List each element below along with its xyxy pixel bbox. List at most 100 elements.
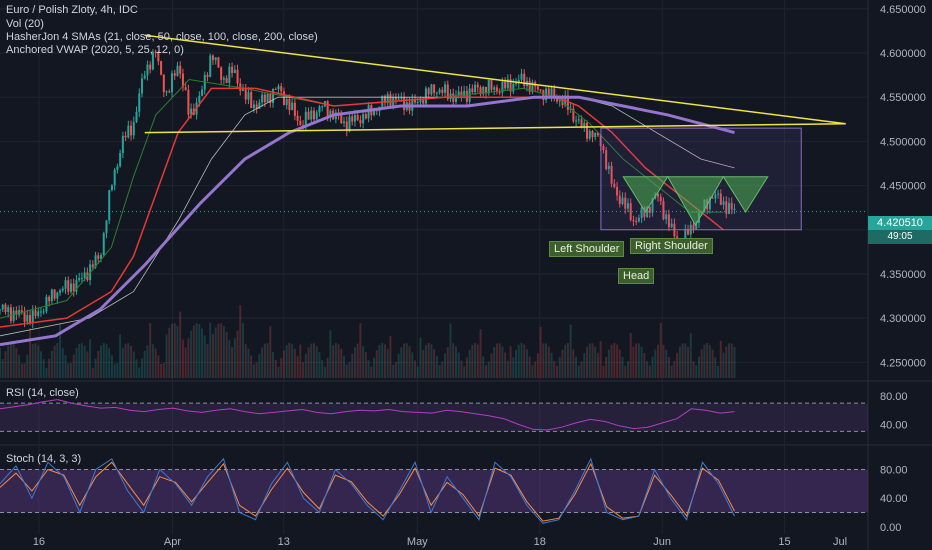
volume-bar bbox=[708, 344, 711, 378]
stoch-tick-label: 40.00 bbox=[880, 493, 908, 505]
candle-body bbox=[714, 194, 717, 199]
candle-body bbox=[100, 255, 103, 259]
volume-bar bbox=[383, 344, 386, 378]
drawing-tools[interactable] bbox=[0, 34, 868, 231]
candle-body bbox=[184, 87, 187, 90]
volume-bar bbox=[53, 345, 56, 378]
volume-bar bbox=[673, 360, 676, 378]
time-tick-label: May bbox=[407, 536, 428, 548]
candle-body bbox=[359, 120, 362, 124]
candle-body bbox=[214, 57, 217, 61]
candle-body bbox=[547, 88, 550, 97]
volume-bar bbox=[411, 352, 414, 378]
volume-bar bbox=[561, 349, 564, 378]
volume-bar bbox=[345, 364, 348, 378]
volume-bar bbox=[233, 338, 236, 378]
volume-bar bbox=[157, 355, 160, 378]
volume-bar bbox=[34, 343, 37, 378]
candle-body bbox=[108, 190, 111, 221]
candle-body bbox=[228, 66, 231, 83]
candle-body bbox=[692, 224, 695, 230]
volume-bar bbox=[9, 343, 12, 378]
volume-bar bbox=[252, 364, 255, 378]
volume-bar bbox=[651, 356, 654, 378]
candle-body bbox=[351, 116, 354, 122]
volume-bar bbox=[531, 365, 534, 378]
volume-bar bbox=[504, 352, 507, 378]
candle-body bbox=[162, 74, 165, 92]
volume-bar bbox=[69, 363, 72, 378]
candle-body bbox=[482, 86, 485, 95]
legend-vwap[interactable]: Anchored VWAP (2020, 5, 25, 12, 0) bbox=[6, 44, 184, 56]
volume-bar bbox=[190, 330, 193, 378]
candle-body bbox=[588, 130, 591, 139]
candle-body bbox=[580, 119, 583, 127]
volume-bar bbox=[348, 362, 351, 378]
sma-100-line bbox=[0, 96, 735, 337]
time-tick-label: Jun bbox=[653, 536, 671, 548]
price-axis[interactable]: 4.650000 4.600000 4.550000 4.500000 4.450000… bbox=[880, 4, 926, 534]
candle-body bbox=[315, 112, 318, 120]
volume-bar bbox=[151, 344, 154, 378]
volume-bar bbox=[184, 347, 187, 378]
volume-bar bbox=[635, 343, 638, 378]
candle-body bbox=[621, 197, 624, 204]
volume-bar bbox=[728, 343, 731, 378]
rsi-pane-label[interactable]: RSI (14, close) bbox=[6, 387, 79, 399]
candle-body bbox=[252, 104, 255, 109]
candle-body bbox=[566, 95, 569, 110]
candle-body bbox=[231, 66, 234, 74]
candle-body bbox=[539, 89, 542, 91]
volume-bar bbox=[0, 348, 1, 378]
volume-bar bbox=[602, 365, 605, 378]
volume-bar bbox=[637, 343, 640, 378]
candle-body bbox=[274, 88, 277, 90]
volume-bar bbox=[512, 357, 515, 378]
volume-bar bbox=[80, 343, 83, 378]
volume-bar bbox=[717, 366, 720, 378]
candle-body bbox=[476, 84, 479, 88]
legend-smas[interactable]: HasherJon 4 SMAs (21, close, 50, close, … bbox=[6, 31, 318, 43]
volume-bar bbox=[542, 343, 545, 378]
candle-body bbox=[610, 165, 613, 184]
price-tick-label: 4.500000 bbox=[880, 136, 926, 148]
volume-bar bbox=[558, 357, 561, 378]
candle-body bbox=[50, 289, 53, 302]
left-shoulder-label[interactable]: Left Shoulder bbox=[549, 241, 625, 257]
volume-bar bbox=[629, 332, 632, 378]
volume-bar bbox=[687, 346, 690, 378]
stoch-tick-label: 0.00 bbox=[880, 522, 901, 534]
volume-bar bbox=[700, 349, 703, 378]
volume-bar bbox=[329, 330, 332, 378]
candle-body bbox=[329, 110, 332, 117]
candle-body bbox=[318, 106, 321, 113]
volume-bar bbox=[7, 345, 10, 378]
legend-volume[interactable]: Vol (20) bbox=[6, 18, 44, 30]
volume-bar bbox=[23, 363, 26, 378]
time-axis[interactable]: 16 Apr 13 May 18 Jun 15 Jul bbox=[33, 536, 847, 548]
candle-body bbox=[626, 203, 629, 209]
candle-body bbox=[618, 195, 621, 204]
candle-body bbox=[463, 90, 466, 97]
candle-body bbox=[146, 64, 149, 76]
candle-body bbox=[255, 104, 258, 109]
volume-bar bbox=[392, 364, 395, 378]
volume-bar bbox=[176, 325, 179, 378]
volume-bar bbox=[1, 358, 4, 378]
volume-bar bbox=[520, 343, 523, 378]
candle-body bbox=[471, 88, 474, 93]
volume-bar bbox=[203, 335, 206, 378]
candle-body bbox=[575, 120, 578, 122]
candle-body bbox=[293, 102, 296, 116]
right-shoulder-label[interactable]: Right Shoulder bbox=[630, 238, 713, 254]
candle-body bbox=[135, 111, 138, 122]
volume-bar bbox=[659, 323, 662, 378]
volume-bar bbox=[468, 349, 471, 378]
volume-bar bbox=[657, 344, 660, 378]
volume-bar bbox=[575, 356, 578, 378]
head-label[interactable]: Head bbox=[618, 268, 655, 284]
volume-bar bbox=[509, 346, 512, 378]
stoch-pane-label[interactable]: Stoch (14, 3, 3) bbox=[6, 453, 82, 465]
volume-bar bbox=[703, 344, 706, 378]
